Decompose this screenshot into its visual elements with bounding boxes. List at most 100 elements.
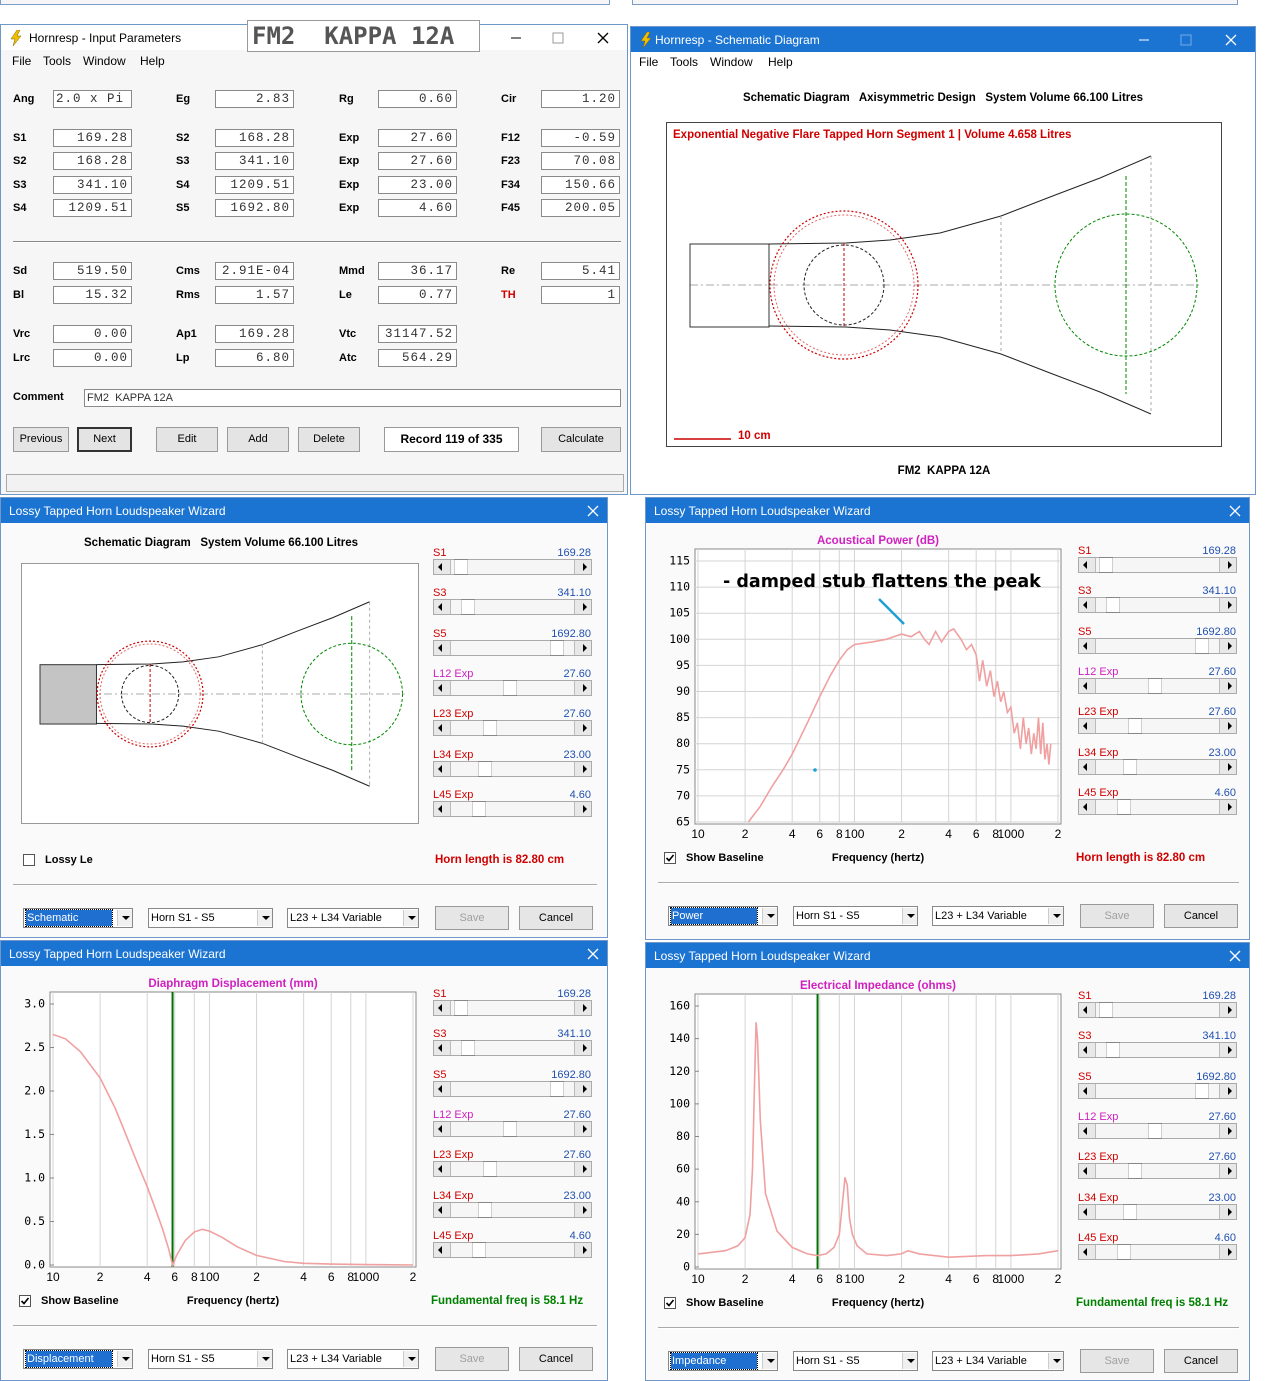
dropdown-arrow[interactable] (762, 908, 777, 924)
slider[interactable] (1078, 1002, 1237, 1018)
slider[interactable] (1078, 597, 1237, 614)
dropdown[interactable]: L23 + L34 Variable (287, 908, 419, 928)
arrow-right[interactable] (1228, 1046, 1232, 1055)
dropdown[interactable]: Horn S1 - S5 (148, 908, 273, 928)
arrow-right[interactable] (1228, 641, 1232, 650)
slider[interactable] (433, 760, 592, 777)
slider[interactable] (433, 639, 592, 656)
arrow-left[interactable] (1083, 641, 1087, 650)
arrow-left[interactable] (1083, 1126, 1087, 1135)
menu-item[interactable]: Tools (670, 55, 699, 69)
arrow-right[interactable] (583, 643, 587, 652)
field-box[interactable]: 200.05 (541, 199, 620, 217)
slider[interactable] (1078, 758, 1237, 775)
dropdown[interactable]: L23 + L34 Variable (287, 1349, 419, 1369)
arrow-left[interactable] (438, 683, 442, 692)
dropdown-arrow[interactable] (257, 1351, 272, 1367)
close-icon[interactable] (587, 948, 599, 960)
close-icon[interactable] (1229, 950, 1241, 962)
button[interactable]: Edit (156, 427, 218, 452)
arrow-right[interactable] (583, 1124, 587, 1133)
slider[interactable] (433, 1000, 592, 1016)
field-box[interactable]: 1 (541, 286, 620, 304)
field-box[interactable]: 5.41 (541, 262, 620, 280)
field-box[interactable]: 169.28 (53, 129, 132, 147)
arrow-left[interactable] (438, 804, 442, 813)
field-box[interactable]: 70.08 (541, 152, 620, 170)
button[interactable]: Delete (298, 427, 360, 452)
close-icon[interactable] (1225, 34, 1237, 46)
slider[interactable] (433, 1161, 592, 1178)
arrow-right[interactable] (1228, 1006, 1232, 1014)
field-box[interactable]: 0.60 (378, 90, 457, 108)
field-box[interactable]: 564.29 (378, 349, 457, 367)
arrow-left[interactable] (1083, 1247, 1087, 1256)
checkbox[interactable] (19, 1295, 31, 1307)
arrow-right[interactable] (1228, 681, 1232, 690)
arrow-left[interactable] (1083, 601, 1087, 610)
arrow-left[interactable] (438, 1124, 442, 1133)
arrow-left[interactable] (1083, 1207, 1087, 1216)
menu-item[interactable]: Tools (43, 54, 72, 68)
dropdown-arrow[interactable] (257, 910, 272, 926)
field-box[interactable]: 169.28 (215, 325, 294, 343)
checkbox[interactable] (664, 852, 676, 864)
slider[interactable] (1078, 1163, 1237, 1180)
slider[interactable] (1078, 718, 1237, 735)
field-box[interactable]: 0.00 (53, 325, 132, 343)
button[interactable]: Next (77, 427, 132, 452)
checkbox[interactable] (664, 1297, 676, 1309)
field-box[interactable]: 27.60 (378, 129, 457, 147)
field-box[interactable]: 36.17 (378, 262, 457, 280)
dropdown[interactable]: Impedance (668, 1351, 778, 1371)
button[interactable]: Add (227, 427, 289, 452)
arrow-left[interactable] (1083, 561, 1087, 569)
button[interactable]: Cancel (519, 1347, 593, 1371)
field-box[interactable]: 150.66 (541, 176, 620, 194)
slider[interactable] (1078, 1082, 1237, 1099)
arrow-left[interactable] (438, 764, 442, 773)
field-box[interactable]: 1692.80 (215, 199, 294, 217)
arrow-right[interactable] (583, 563, 587, 571)
menu-item[interactable]: File (639, 55, 659, 69)
field-box[interactable]: 2.91E-04 (215, 262, 294, 280)
arrow-left[interactable] (1083, 722, 1087, 731)
dropdown-arrow[interactable] (902, 1353, 917, 1369)
slider[interactable] (1078, 1243, 1237, 1260)
arrow-right[interactable] (583, 1004, 587, 1012)
slider[interactable] (433, 1241, 592, 1258)
slider[interactable] (1078, 1042, 1237, 1059)
arrow-left[interactable] (438, 1044, 442, 1053)
slider[interactable] (1078, 557, 1237, 573)
arrow-left[interactable] (1083, 1086, 1087, 1095)
arrow-right[interactable] (1228, 601, 1232, 610)
field-box[interactable]: 2.83 (215, 90, 294, 108)
menu-item[interactable]: Help (768, 55, 793, 69)
slider[interactable] (1078, 1203, 1237, 1220)
button[interactable]: Cancel (519, 906, 593, 930)
arrow-left[interactable] (438, 563, 442, 571)
menu-item[interactable]: Window (83, 54, 126, 68)
slider[interactable] (433, 720, 592, 737)
slider[interactable] (1078, 637, 1237, 654)
arrow-right[interactable] (1228, 1247, 1232, 1256)
menu-item[interactable]: Help (140, 54, 165, 68)
dropdown[interactable]: Horn S1 - S5 (148, 1349, 273, 1369)
arrow-right[interactable] (583, 1245, 587, 1254)
close-icon[interactable] (1229, 505, 1241, 517)
arrow-right[interactable] (1228, 1126, 1232, 1135)
field-box[interactable]: 31147.52 (378, 325, 457, 343)
field-box[interactable]: 1.20 (541, 90, 620, 108)
arrow-left[interactable] (1083, 1167, 1087, 1176)
field-box[interactable]: 341.10 (215, 152, 294, 170)
arrow-right[interactable] (583, 603, 587, 612)
checkbox[interactable] (23, 854, 35, 866)
arrow-right[interactable] (583, 1205, 587, 1214)
dropdown-arrow[interactable] (1048, 908, 1063, 924)
arrow-right[interactable] (583, 1044, 587, 1053)
arrow-left[interactable] (438, 724, 442, 733)
slider[interactable] (433, 1080, 592, 1097)
slider[interactable] (433, 1040, 592, 1057)
dropdown-arrow[interactable] (1048, 1353, 1063, 1369)
arrow-right[interactable] (1228, 1086, 1232, 1095)
